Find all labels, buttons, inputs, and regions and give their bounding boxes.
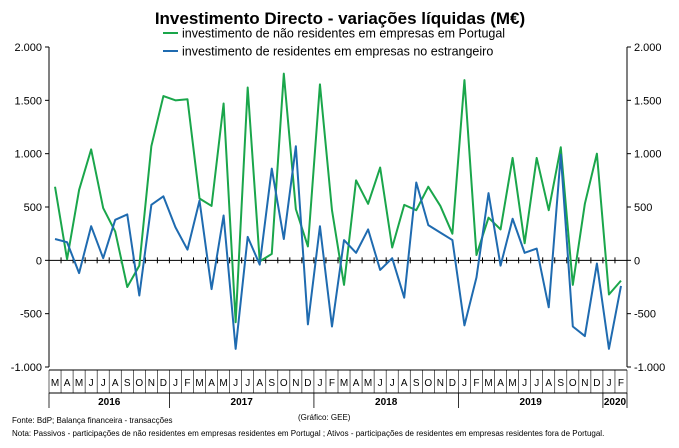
month-label: J xyxy=(534,378,539,389)
month-label: J xyxy=(462,378,467,389)
y-tick-label-left: 0 xyxy=(36,255,42,267)
month-label: A xyxy=(401,378,408,389)
y-tick-label-left: 2.000 xyxy=(14,42,42,54)
month-label: M xyxy=(51,378,59,389)
month-label: D xyxy=(160,378,167,389)
month-label: N xyxy=(437,378,444,389)
month-label: M xyxy=(195,378,203,389)
y-tick-label-left: 1.500 xyxy=(14,95,42,107)
month-label: O xyxy=(135,378,143,389)
y-tick-label-right: 0 xyxy=(634,255,640,267)
month-label: J xyxy=(317,378,322,389)
month-label: J xyxy=(606,378,611,389)
month-label: J xyxy=(522,378,527,389)
month-label: M xyxy=(340,378,348,389)
month-label: J xyxy=(173,378,178,389)
y-tick-label-right: -500 xyxy=(634,309,656,321)
month-label: F xyxy=(329,378,335,389)
y-tick-label-left: 1.000 xyxy=(14,149,42,161)
month-label: N xyxy=(581,378,588,389)
y-tick-label-right: 1.500 xyxy=(634,95,662,107)
y-tick-label-left: 500 xyxy=(24,202,42,214)
month-label: M xyxy=(219,378,227,389)
y-tick-label-right: -1.000 xyxy=(634,362,665,374)
legend-label-blue: investimento de residentes em empresas n… xyxy=(182,45,493,59)
month-label: A xyxy=(64,378,71,389)
year-label: 2020 xyxy=(604,397,627,408)
y-tick-label-left: -1.000 xyxy=(11,362,42,374)
series-line-1 xyxy=(54,145,622,350)
month-label: M xyxy=(508,378,516,389)
month-label: A xyxy=(256,378,263,389)
month-label: S xyxy=(124,378,131,389)
month-label: D xyxy=(449,378,456,389)
month-label: J xyxy=(390,378,395,389)
month-label: F xyxy=(618,378,624,389)
month-label: A xyxy=(545,378,552,389)
month-label: M xyxy=(484,378,492,389)
source-note: Fonte: BdP; Balança financeira - transac… xyxy=(12,416,173,425)
month-label: S xyxy=(413,378,420,389)
month-label: A xyxy=(497,378,504,389)
y-tick-label-right: 1.000 xyxy=(634,149,662,161)
y-tick-label-right: 2.000 xyxy=(634,42,662,54)
legend: investimento de não residentes em empres… xyxy=(163,27,505,59)
month-label: O xyxy=(424,378,432,389)
month-label: M xyxy=(364,378,372,389)
y-tick-label-right: 500 xyxy=(634,202,652,214)
month-label: J xyxy=(101,378,106,389)
month-label: S xyxy=(268,378,275,389)
month-label: A xyxy=(353,378,360,389)
month-label: O xyxy=(569,378,577,389)
month-label: D xyxy=(304,378,311,389)
month-label: D xyxy=(593,378,600,389)
year-label: 2016 xyxy=(98,397,121,408)
month-label: O xyxy=(280,378,288,389)
month-label: F xyxy=(473,378,479,389)
chart-credit: (Gráfico: GEE) xyxy=(298,413,351,422)
month-label: M xyxy=(75,378,83,389)
year-label: 2017 xyxy=(231,397,254,408)
axes: 2.000 2.000 1.500 1.500 1.000 1.000 500 500 0 0 -5… xyxy=(11,42,665,374)
year-label: 2018 xyxy=(375,397,398,408)
month-label: A xyxy=(208,378,215,389)
month-label: F xyxy=(184,378,190,389)
month-label: J xyxy=(233,378,238,389)
month-label: J xyxy=(378,378,383,389)
month-label: S xyxy=(557,378,564,389)
month-label: J xyxy=(89,378,94,389)
month-label: N xyxy=(292,378,299,389)
series-line-0 xyxy=(54,72,622,324)
chart-title: Investimento Directo - variações líquida… xyxy=(155,9,525,28)
month-label: A xyxy=(112,378,119,389)
series-lines xyxy=(54,72,622,350)
month-label: N xyxy=(148,378,155,389)
month-label: J xyxy=(245,378,250,389)
y-tick-label-left: -500 xyxy=(20,309,42,321)
legend-label-green: investimento de não residentes em empres… xyxy=(182,27,505,41)
footnote: Nota: Passivos - participações de não re… xyxy=(12,429,604,438)
year-label: 2019 xyxy=(520,397,543,408)
